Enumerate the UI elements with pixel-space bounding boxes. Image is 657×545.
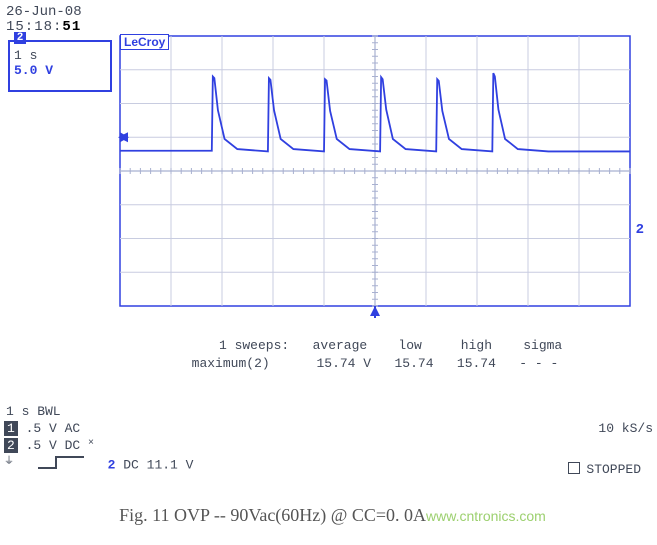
ch1-row: 1 .5 V AC 10 kS/s [4, 421, 657, 436]
dc-line: DC 11.1 V [123, 457, 193, 472]
channel-box: 2 1 s 5.0 V [8, 40, 112, 92]
ch2-text: .5 V DC [26, 438, 81, 453]
stats-values: maximum(2) 15.74 V 15.74 15.74 - - - [192, 356, 559, 371]
timebase-row: 1 s BWL [4, 404, 657, 419]
ch1-text: .5 V AC [26, 421, 81, 436]
measurement-stats: 1 sweeps: average low high sigma maximum… [120, 319, 630, 374]
channel-marker-right: 2 [636, 222, 644, 238]
caption-text: Fig. 11 OVP -- 90Vac(60Hz) @ CC=0. 0A [119, 505, 426, 525]
watermark: www.cntronics.com [426, 508, 546, 524]
scope-area: LeCroy 2 1 sweeps: average low high sigm… [120, 36, 630, 374]
sample-rate: 10 kS/s [598, 421, 653, 436]
status-text: STOPPED [586, 462, 641, 477]
vdiv-line: 5.0 V [14, 63, 106, 78]
figure-caption: Fig. 11 OVP -- 90Vac(60Hz) @ CC=0. 0Awww… [4, 505, 657, 526]
coupling-icon [36, 453, 86, 477]
channel-number: 2 [14, 32, 26, 44]
time-s: 51 [62, 19, 81, 35]
stats-header: 1 sweeps: average low high sigma [188, 338, 562, 353]
dc-channel: 2 [108, 457, 116, 472]
timebase-line: 1 s [14, 48, 106, 63]
stop-icon [568, 462, 580, 474]
ch2-marker: 2 [4, 438, 18, 453]
ch2-row: 2 .5 V DC ×⏚ 2 DC 11.1 V STOPPED [4, 438, 657, 477]
brand-badge: LeCroy [120, 34, 169, 50]
lower-status: 1 s BWL 1 .5 V AC 10 kS/s 2 .5 V DC ×⏚ 2… [4, 404, 657, 477]
status-stopped: STOPPED [568, 461, 641, 477]
timebase-text: 1 s BWL [6, 404, 61, 419]
header: 26-Jun-08 15:18:51 [4, 4, 657, 36]
ch1-marker: 1 [4, 421, 18, 436]
oscilloscope-display [120, 36, 630, 306]
date: 26-Jun-08 [6, 4, 82, 20]
top-row: 2 1 s 5.0 V LeCroy 2 1 sweeps: average l… [4, 36, 657, 374]
